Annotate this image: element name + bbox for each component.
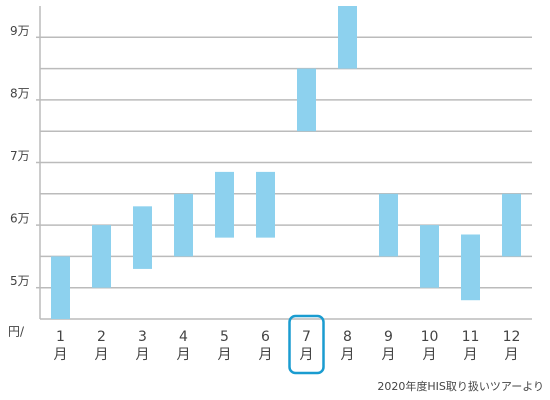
- x-label-box: 1月: [41, 328, 81, 364]
- bar: [256, 171, 275, 238]
- bar: [297, 68, 316, 132]
- y-tick-label: 7万: [10, 149, 30, 163]
- x-label-box: 5月: [205, 328, 245, 364]
- bar: [461, 234, 480, 301]
- bar: [215, 171, 234, 238]
- y-tick-label: 8万: [10, 86, 30, 100]
- x-tick-label: 7月: [299, 329, 314, 363]
- x-label-box: 8月: [328, 328, 368, 364]
- x-label-box: 11月: [451, 328, 491, 364]
- x-tick-label: 1月: [53, 329, 68, 363]
- y-tick-label: 5万: [10, 274, 30, 288]
- x-label-box: 2月: [82, 328, 122, 364]
- x-label-box: 4月: [164, 328, 204, 364]
- y-unit: 円/: [8, 325, 25, 339]
- highlight-box: [288, 314, 325, 375]
- x-tick-label: 6月: [258, 329, 273, 363]
- bar: [174, 193, 193, 257]
- x-label-box: 9月: [369, 328, 409, 364]
- y-tick-label: 9万: [10, 24, 30, 38]
- bar: [338, 6, 357, 69]
- y-tick-label: 6万: [10, 212, 30, 226]
- bar: [51, 256, 70, 319]
- x-label-box: 12月: [492, 328, 532, 364]
- x-tick-label: 11月: [461, 329, 480, 363]
- x-tick-label: 4月: [176, 329, 191, 363]
- x-label-box: 7月: [287, 328, 327, 364]
- x-tick-label: 10月: [420, 329, 439, 363]
- bar: [502, 193, 521, 257]
- x-tick-label: 2月: [94, 329, 109, 363]
- x-tick-label: 8月: [340, 329, 355, 363]
- x-label-box: 6月: [246, 328, 286, 364]
- x-label-box: 3月: [123, 328, 163, 364]
- x-tick-label: 5月: [217, 329, 232, 363]
- x-tick-label: 12月: [502, 329, 521, 363]
- x-tick-label: 9月: [381, 329, 396, 363]
- x-tick-label: 3月: [135, 329, 150, 363]
- x-label-box: 10月: [410, 328, 450, 364]
- bar: [92, 225, 111, 288]
- bar: [379, 193, 398, 257]
- bar: [133, 206, 152, 269]
- bar: [420, 225, 439, 288]
- source-note: 2020年度HIS取り扱いツアーより: [377, 379, 544, 393]
